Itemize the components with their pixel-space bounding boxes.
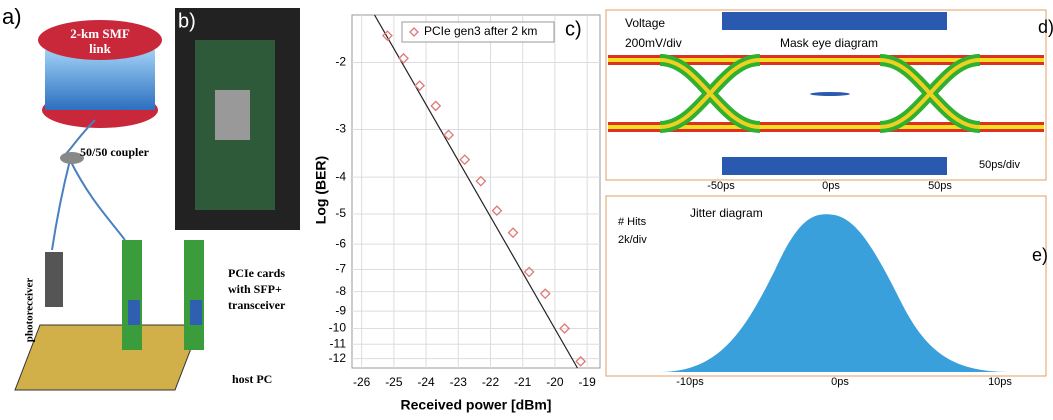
y-tick-label: -5 — [335, 206, 346, 220]
y-tick-label: -10 — [329, 321, 347, 335]
point — [507, 227, 519, 239]
panel-label: a) — [2, 4, 22, 29]
sfp — [190, 300, 202, 325]
panel-label: b) — [178, 10, 196, 32]
point — [398, 52, 409, 64]
point — [430, 100, 442, 112]
panel-d: Voltage 200mV/div Mask eye diagram 50ps/… — [605, 9, 1053, 192]
y-tick-label: -11 — [330, 336, 347, 350]
fiber — [51, 119, 126, 251]
point — [414, 80, 426, 92]
eye-cross — [659, 58, 981, 129]
point — [382, 30, 393, 42]
point — [559, 323, 570, 334]
panel-label: c) — [565, 18, 582, 40]
spool-top — [38, 20, 162, 60]
coupler-label: 50/50 coupler — [80, 145, 149, 159]
x-tick-label: -24 — [417, 375, 435, 389]
t-scale: 50ps/div — [979, 159, 1020, 171]
point — [443, 129, 455, 141]
y-tick-label: -7 — [335, 262, 346, 276]
v-scale: 200mV/div — [625, 36, 682, 50]
panel-c: -2 -3 -4 -5 -6 -7 -8 -9 -10-11-12 -26 -25 -24 -23 -22… — [313, 14, 601, 413]
spool-label: 2-km SMF link — [70, 26, 130, 56]
point — [523, 266, 535, 278]
jitter-hist — [660, 214, 1010, 372]
mask — [722, 12, 947, 30]
panel-label: e) — [1032, 245, 1048, 265]
card — [122, 240, 142, 350]
h-label: # Hits — [618, 216, 647, 228]
hist-title: Jitter diagram — [690, 206, 763, 220]
legend-marker — [409, 27, 419, 37]
spool-label-box: 2-km SMF link — [70, 26, 130, 56]
y-tick-label: -3 — [335, 122, 346, 136]
eye-title: Mask eye diagram — [780, 36, 878, 50]
x-axis-title: Received power [dBm] — [401, 397, 552, 413]
sfp — [128, 300, 140, 325]
host-board — [14, 324, 201, 391]
cards-label-box: PCIe cards with SFP+ transceiver — [228, 266, 286, 312]
x-tick-label: -20 — [546, 375, 564, 389]
point — [459, 154, 471, 166]
eye-center — [810, 92, 850, 96]
y-tick-label: -9 — [335, 303, 346, 317]
x-tick-label: -21 — [514, 375, 532, 389]
h-scale: 2k/div — [618, 234, 647, 246]
t-tick: 0ps — [831, 376, 849, 388]
host-label: host PC — [232, 372, 272, 386]
t-tick: -10ps — [676, 376, 704, 388]
coupler-icon — [60, 152, 84, 164]
card — [184, 240, 204, 350]
fit-line — [374, 14, 578, 369]
y-tick-label: -2 — [335, 55, 346, 69]
t-tick: 50ps — [928, 180, 952, 192]
legend-box — [401, 21, 555, 43]
legend-label: PCIe gen3 after 2 km — [424, 24, 537, 38]
panel-a: a) 2-km SMF link 50/50 coupler photorece… — [2, 4, 286, 391]
panel-e: # Hits 2k/div Jitter diagram e) -10ps 0p… — [605, 195, 1048, 388]
y-tick-label: -12 — [329, 351, 347, 365]
y-tick-label: -6 — [335, 236, 346, 250]
y-tick-label: -8 — [335, 284, 346, 298]
x-tick-label: -25 — [385, 375, 403, 389]
y-axis-title: Log (BER) — [313, 156, 329, 224]
x-tick-label: -22 — [482, 375, 500, 389]
photo-heatsink — [215, 90, 250, 140]
v-label: Voltage — [625, 16, 665, 30]
cards-label: PCIe cards with SFP+ transceiver — [228, 266, 286, 312]
panel-label: d) — [1038, 17, 1053, 37]
t-tick: -50ps — [707, 180, 735, 192]
y-tick-label: -4 — [335, 169, 346, 183]
x-tick-label: -26 — [353, 375, 371, 389]
point — [475, 175, 487, 187]
t-tick: 10ps — [988, 376, 1012, 388]
point — [539, 288, 551, 300]
x-tick-label: -19 — [578, 375, 596, 389]
point — [575, 355, 587, 367]
plot-frame — [351, 14, 601, 369]
point — [491, 205, 503, 217]
t-tick: 0ps — [822, 180, 840, 192]
receiver-label: photoreceiver — [24, 278, 36, 343]
receiver-box — [45, 252, 63, 307]
mask — [722, 157, 947, 175]
x-tick-label: -23 — [450, 375, 468, 389]
coupler-label-box: 50/50 coupler — [80, 145, 149, 159]
